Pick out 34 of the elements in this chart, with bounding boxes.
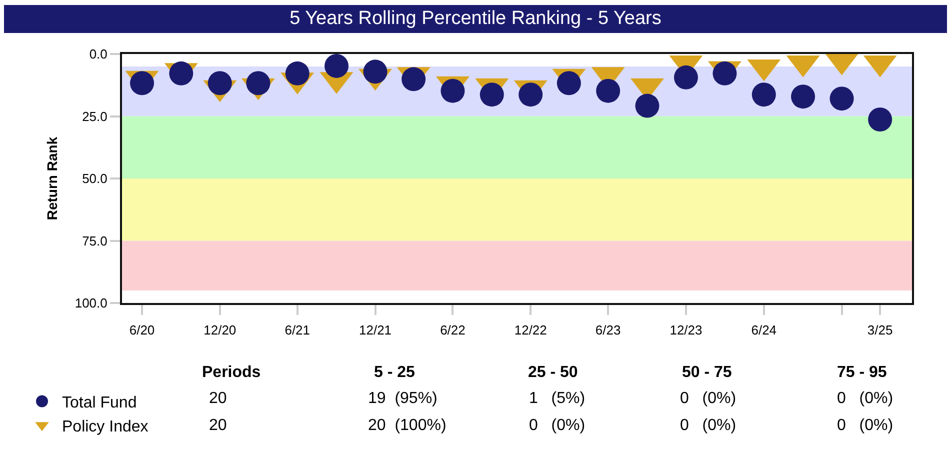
x-tick-label: 6/22 [440,322,466,338]
y-axis-title: Return Rank [44,136,60,220]
x-tick-label: 6/21 [284,322,310,338]
text: 0 (0%) [837,390,894,407]
chart-title: 5 Years Rolling Percentile Ranking - 5 Years [4,5,947,33]
x-tick-label: 6/20 [129,322,155,338]
legend-label: Policy Index [62,418,148,436]
text: 20 (100%) [368,417,446,434]
text: Periods [202,364,261,381]
x-tick-label: 6/23 [595,322,621,338]
legend-label: Total Fund [62,394,137,412]
y-tick-label: 25.0 [82,108,108,124]
x-tick-label: 12/21 [358,322,392,338]
text: 50 - 75 [682,364,732,381]
text: 0 (0%) [837,417,894,434]
y-tick-label: 75.0 [82,233,108,248]
x-tick-label: 12/22 [514,322,547,338]
y-tick-label: 100.0 [74,296,108,311]
text: 25 - 50 [528,364,578,381]
text: 19 (95%) [368,390,438,407]
text: 1 (5%) [529,390,586,407]
text: 20 [209,390,227,407]
text: 0 (0%) [529,417,586,434]
x-tick-label: 6/24 [751,322,777,338]
x-tick-label: 12/20 [204,322,236,338]
text: 0 (0%) [680,417,736,434]
x-tick-label: 3/25 [867,322,893,338]
text: 75 - 95 [837,364,887,381]
y-tick-label: 0.0 [89,46,108,62]
text: 5 - 25 [374,364,416,381]
y-tick-label: 50.0 [82,171,108,186]
x-tick-label: 12/23 [670,322,702,338]
text: 0 (0%) [680,390,736,407]
text: 20 [209,417,227,434]
